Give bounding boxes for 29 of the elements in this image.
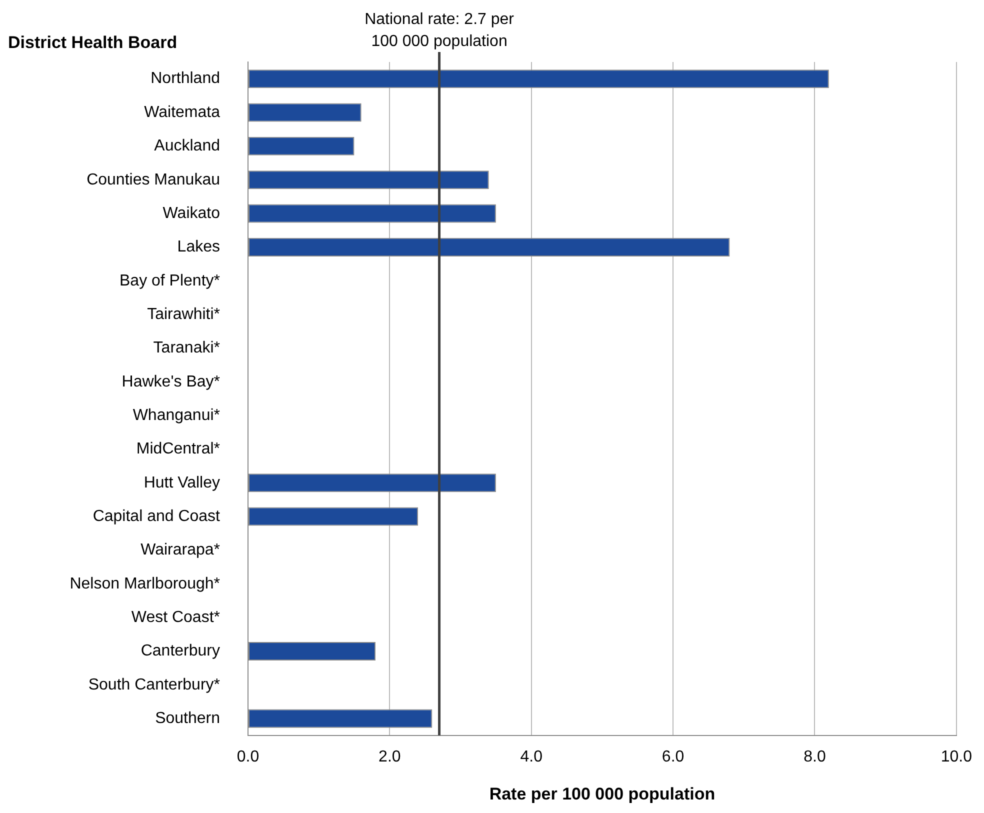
y-tick-label: Wairarapa* [140,542,220,559]
y-tick-label: Canterbury [140,642,220,660]
x-tick-label: 10.0 [940,748,972,766]
x-axis-title: Rate per 100 000 population [489,784,716,804]
y-tick-label: Counties Manukau [86,171,220,188]
x-tick-label: 0.0 [236,748,260,766]
y-tick-label: Taranaki* [153,340,220,357]
y-axis-title: District Health Board [8,33,178,52]
y-tick-label: Hawke's Bay* [122,373,220,390]
y-tick-label: Tairawhiti* [147,306,220,323]
x-tick-label: 4.0 [520,748,543,766]
y-tick-label: Hutt Valley [144,474,220,492]
x-tick-label: 2.0 [378,748,401,766]
y-tick-label: Capital and Coast [92,508,221,525]
y-tick-label: West Coast* [131,608,220,626]
x-tick-label: 6.0 [662,748,684,766]
y-tick-label: Whanganui* [132,406,220,424]
y-tick-label: Waikato [162,204,220,222]
y-tick-label: MidCentral* [136,440,220,458]
y-tick-label: Nelson Marlborough* [70,575,220,592]
ref-line-label: National rate: 2.7 per 100 000 population [364,11,515,50]
x-tick-label: 8.0 [804,748,826,766]
y-tick-label: Northland [150,70,220,88]
y-tick-label: Auckland [154,138,220,155]
y-tick-label: South Canterbury* [88,676,220,694]
y-tick-label: Lakes [177,238,220,256]
y-tick-label: Bay of Plenty* [120,272,220,290]
y-tick-label: Southern [155,710,220,727]
y-tick-label: Waitemata [144,104,220,121]
